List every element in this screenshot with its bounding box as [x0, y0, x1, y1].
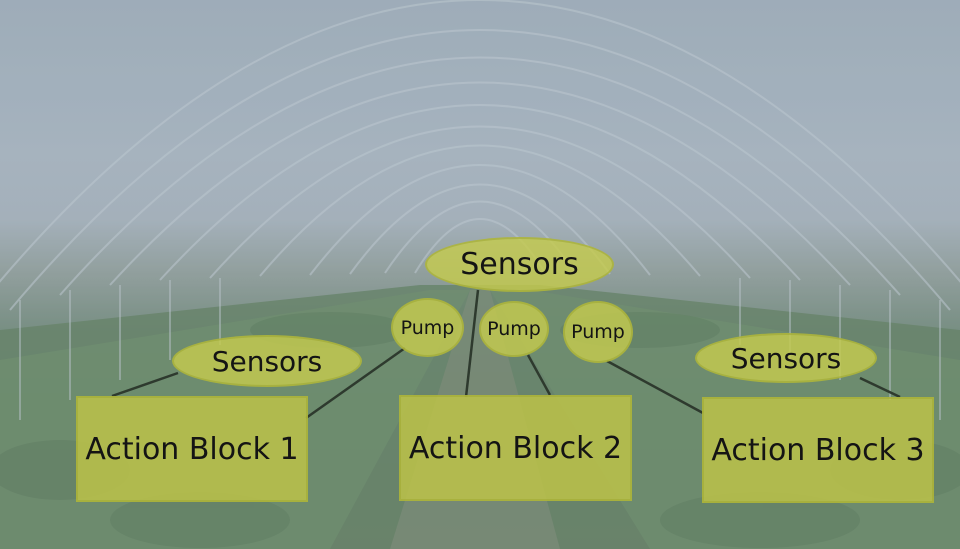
pump-2-label: Pump [487, 318, 541, 340]
pump-1-label: Pump [400, 316, 455, 339]
connector-sensors-left-to-block-1 [111, 371, 179, 398]
connector-pump-1-to-block-1 [305, 346, 406, 420]
pump-3-label: Pump [571, 321, 625, 343]
sensors-left-node: Sensors [172, 335, 362, 387]
connector-sensors-to-block-2 [464, 289, 480, 398]
sensors-top-node: Sensors [425, 237, 614, 292]
pump-2-node: Pump [479, 301, 549, 357]
sensors-right-label: Sensors [730, 341, 842, 375]
sensors-left-label: Sensors [211, 344, 323, 378]
connector-pump-3-to-block-3 [606, 359, 704, 415]
action-block-1-label: Action Block 1 [85, 431, 299, 467]
action-block-3: Action Block 3 [702, 397, 934, 503]
action-block-2-label: Action Block 2 [408, 430, 623, 466]
action-block-1: Action Block 1 [76, 396, 308, 502]
connector-pump-2-to-block-2 [526, 354, 552, 396]
sensors-top-label: Sensors [460, 247, 579, 282]
sensors-right-node: Sensors [695, 333, 877, 383]
pump-3-node: Pump [563, 301, 633, 363]
action-block-3-label: Action Block 3 [711, 432, 925, 468]
pump-1-node: Pump [391, 298, 464, 357]
action-block-2: Action Block 2 [399, 395, 632, 501]
connector-sensors-right-to-block-3 [859, 376, 901, 399]
